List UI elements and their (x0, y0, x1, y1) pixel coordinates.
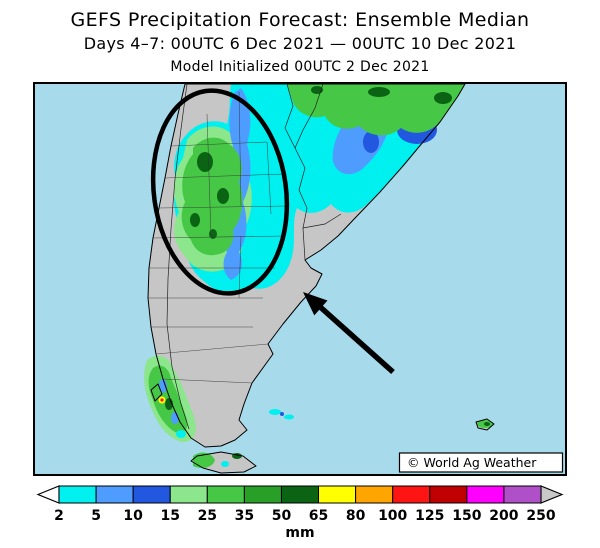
svg-text:50: 50 (272, 508, 292, 524)
svg-text:25: 25 (198, 508, 217, 524)
header: GEFS Precipitation Forecast: Ensemble Me… (0, 0, 600, 75)
svg-text:100: 100 (378, 508, 407, 524)
svg-text:10: 10 (123, 508, 143, 524)
legend-unit: mm (285, 525, 315, 541)
province-borders (148, 91, 288, 384)
coastline (147, 84, 495, 474)
model-init-time: Model Initialized 00UTC 2 Dec 2021 (170, 59, 430, 75)
svg-text:250: 250 (526, 508, 555, 524)
annotation-arrow (303, 292, 395, 375)
precip-colorbar: 2 5 10 15 25 35 50 65 80 100 125 150 200 250 (36, 485, 564, 524)
svg-text:15: 15 (160, 508, 179, 524)
precipitation-overlay (144, 84, 493, 468)
legend: 2 5 10 15 25 35 50 65 80 100 125 150 200 250 mm (30, 484, 570, 541)
svg-text:5: 5 (91, 508, 101, 524)
precipitation-map: © World Ag Weather (33, 82, 567, 476)
forecast-period: Days 4–7: 00UTC 6 Dec 2021 — 00UTC 10 De… (83, 34, 517, 53)
watermark-text: © World Ag Weather (407, 455, 537, 470)
watermark: © World Ag Weather (398, 452, 564, 473)
svg-text:35: 35 (235, 508, 254, 524)
svg-text:200: 200 (489, 508, 518, 524)
map-canvas: © World Ag Weather (35, 84, 565, 474)
svg-text:125: 125 (415, 508, 444, 524)
highlight-ellipse (150, 88, 290, 296)
svg-text:65: 65 (309, 508, 328, 524)
svg-text:150: 150 (452, 508, 481, 524)
page-title: GEFS Precipitation Forecast: Ensemble Me… (70, 9, 530, 31)
svg-text:2: 2 (54, 508, 64, 524)
svg-text:80: 80 (346, 508, 366, 524)
